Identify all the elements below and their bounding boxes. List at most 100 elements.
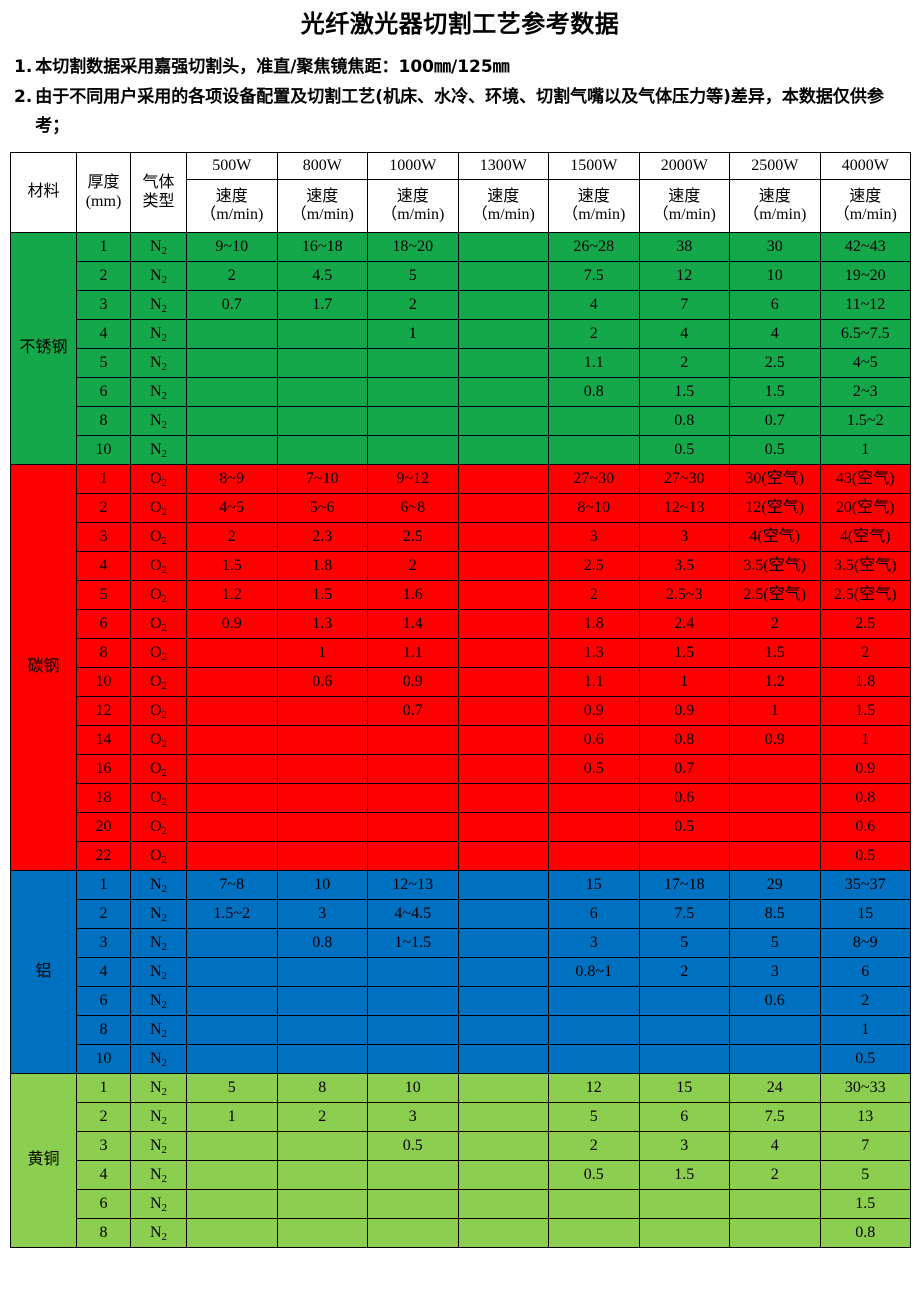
cell-speed-1000w: 5 <box>367 261 459 292</box>
cell-speed-500w <box>186 928 278 959</box>
speed-unit: （m/min) <box>562 206 626 224</box>
table-row: 3 N2 0.5 2 3 4 7 <box>11 1131 911 1162</box>
cell-speed-1500w <box>548 1218 640 1249</box>
cell-speed-2500w: 30(空气) <box>729 464 821 495</box>
gas-subscript: 2 <box>161 679 168 692</box>
gas-subscript: 2 <box>161 244 168 257</box>
cell-speed-800w <box>276 1131 368 1162</box>
cell-speed-500w <box>186 783 278 814</box>
cell-speed-1000w: 3 <box>367 1102 459 1133</box>
header-material: 材料 <box>10 152 77 234</box>
cell-speed-4000w: 0.8 <box>819 1218 911 1249</box>
cell-speed-1300w <box>457 667 549 698</box>
cell-speed-1500w <box>548 1015 640 1046</box>
speed-label: 速度 <box>487 187 520 205</box>
cell-speed-2500w: 10 <box>729 261 821 292</box>
cell-speed-1500w: 12 <box>548 1073 640 1104</box>
speed-label: 速度 <box>306 187 339 205</box>
cell-speed-2500w: 12(空气) <box>729 493 821 524</box>
cell-speed-1300w <box>457 754 549 785</box>
gas-subscript: 2 <box>161 911 168 924</box>
cell-speed-1500w <box>548 812 640 843</box>
cell-speed-4000w: 20(空气) <box>819 493 911 524</box>
cell-thickness: 2 <box>76 261 131 292</box>
cell-speed-4000w: 1.5 <box>819 1189 911 1220</box>
cell-speed-2500w: 2 <box>729 1160 821 1191</box>
cell-speed-1300w <box>457 1131 549 1162</box>
cell-speed-2000w: 1 <box>638 667 730 698</box>
cell-speed-500w: 9~10 <box>186 232 278 263</box>
cell-gas-type: N2 <box>130 232 187 263</box>
cell-thickness: 10 <box>76 1044 131 1075</box>
cell-speed-500w: 1 <box>186 1102 278 1133</box>
table-row: 不锈钢 1 N2 9~10 16~18 18~20 26~28 38 30 42~43 <box>10 232 911 466</box>
cell-speed-1000w <box>367 986 459 1017</box>
cell-speed-2500w <box>729 754 821 785</box>
cell-speed-800w <box>276 1015 368 1046</box>
cell-speed-2500w: 6 <box>729 290 821 321</box>
cell-speed-800w <box>276 986 368 1017</box>
header-speed-800w: 速度 （m/min) <box>276 179 368 234</box>
cell-gas-type: O2 <box>130 783 187 814</box>
cell-speed-1500w: 1.3 <box>548 638 640 669</box>
material-label-brass: 黄铜 <box>10 1073 77 1249</box>
cell-speed-800w: 4.5 <box>276 261 368 292</box>
cell-speed-1500w <box>548 783 640 814</box>
cell-speed-4000w: 6 <box>819 957 911 988</box>
header-gas-type-line1: 气体 <box>142 174 175 192</box>
table-row: 5 O2 1.2 1.5 1.6 2 2.5~3 2.5(空气) 2.5(空气) <box>11 580 911 611</box>
table-row: 2 N2 1 2 3 5 6 7.5 13 <box>11 1102 911 1133</box>
cell-speed-800w: 7~10 <box>276 464 368 495</box>
cell-speed-1000w <box>367 725 459 756</box>
cell-speed-1500w <box>548 435 640 466</box>
cell-speed-500w <box>186 986 278 1017</box>
cell-speed-500w <box>186 1044 278 1075</box>
cell-thickness: 8 <box>76 1015 131 1046</box>
table-row: 4 O2 1.5 1.8 2 2.5 3.5 3.5(空气) 3.5(空气) <box>11 551 911 582</box>
page-title: 光纤激光器切割工艺参考数据 <box>300 10 620 38</box>
cell-speed-2000w: 0.8 <box>638 406 730 437</box>
cell-gas-type: O2 <box>130 841 187 872</box>
cell-speed-2500w: 2 <box>729 609 821 640</box>
cell-speed-800w <box>276 319 368 350</box>
cell-speed-1500w <box>548 841 640 872</box>
cell-speed-2500w <box>729 812 821 843</box>
cell-speed-800w <box>276 841 368 872</box>
cell-thickness: 4 <box>76 957 131 988</box>
cell-speed-2500w: 1.5 <box>729 377 821 408</box>
cell-gas-type: N2 <box>130 377 187 408</box>
cell-gas-type: N2 <box>130 957 187 988</box>
cell-speed-1300w <box>457 812 549 843</box>
cell-speed-1000w <box>367 1044 459 1075</box>
cell-speed-2500w <box>729 841 821 872</box>
cell-speed-1500w: 2 <box>548 1131 640 1162</box>
cell-speed-2500w: 1 <box>729 696 821 727</box>
table-row: 2 N2 1.5~2 3 4~4.5 6 7.5 8.5 15 <box>11 899 911 930</box>
cell-gas-type: O2 <box>130 493 187 524</box>
cell-gas-type: N2 <box>130 1218 187 1249</box>
cell-speed-2000w: 7.5 <box>638 899 730 930</box>
header-power-2000w: 2000W <box>638 152 730 181</box>
cell-speed-1000w: 1~1.5 <box>367 928 459 959</box>
gas-subscript: 2 <box>161 766 168 779</box>
cell-speed-500w <box>186 754 278 785</box>
cell-speed-1300w <box>457 406 549 437</box>
cell-speed-1500w: 1.1 <box>548 348 640 379</box>
table-row: 黄铜 1 N2 5 8 10 12 15 24 30~33 <box>10 1073 911 1249</box>
cell-speed-800w <box>276 348 368 379</box>
cell-speed-4000w: 6.5~7.5 <box>819 319 911 350</box>
cell-speed-2000w: 1.5 <box>638 377 730 408</box>
note-text: 由于不同用户采用的各项设备配置及切割工艺(机床、水冷、环境、切割气嘴以及气体压力… <box>35 86 884 137</box>
cell-speed-4000w: 1 <box>819 725 911 756</box>
cell-speed-800w <box>276 754 368 785</box>
cell-speed-2500w <box>729 783 821 814</box>
cell-speed-500w: 5 <box>186 1073 278 1104</box>
table-row: 4 N2 0.5 1.5 2 5 <box>11 1160 911 1191</box>
cell-speed-800w: 0.8 <box>276 928 368 959</box>
cell-speed-1500w: 27~30 <box>548 464 640 495</box>
cell-speed-2000w: 0.5 <box>638 435 730 466</box>
cell-speed-1300w <box>457 493 549 524</box>
cell-thickness: 8 <box>76 1218 131 1249</box>
cell-thickness: 18 <box>76 783 131 814</box>
speed-unit: （m/min) <box>743 206 807 224</box>
